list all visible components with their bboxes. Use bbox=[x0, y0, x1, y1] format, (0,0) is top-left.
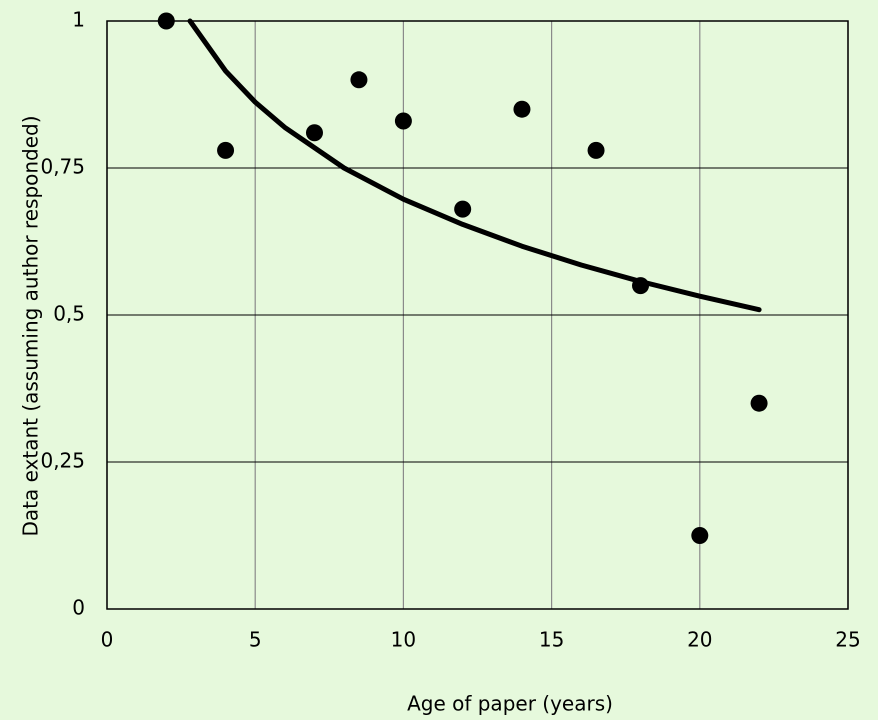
x-tick-label: 25 bbox=[835, 628, 860, 652]
data-point bbox=[157, 12, 175, 30]
x-axis-label: Age of paper (years) bbox=[407, 692, 613, 716]
x-tick-label: 5 bbox=[249, 628, 262, 652]
y-tick-label: 0,5 bbox=[53, 302, 85, 326]
data-point bbox=[454, 200, 472, 218]
y-tick-label: 0,25 bbox=[40, 449, 85, 473]
plot-frame bbox=[106, 20, 849, 610]
data-point bbox=[305, 124, 323, 142]
data-point bbox=[394, 112, 412, 130]
data-point bbox=[750, 394, 768, 412]
x-tick-label: 10 bbox=[391, 628, 416, 652]
x-tick-label: 15 bbox=[539, 628, 564, 652]
x-tick-label: 20 bbox=[687, 628, 712, 652]
data-point bbox=[691, 527, 709, 544]
y-tick-label: 0,75 bbox=[40, 155, 85, 179]
y-tick-label: 0 bbox=[72, 596, 85, 620]
y-axis-label: Data extant (assuming author responded) bbox=[19, 115, 43, 536]
data-point bbox=[587, 141, 605, 159]
data-point bbox=[350, 71, 368, 89]
data-point bbox=[217, 141, 235, 159]
x-tick-label: 0 bbox=[101, 628, 114, 652]
trend-line bbox=[187, 18, 762, 313]
y-tick-label: 1 bbox=[72, 8, 85, 32]
data-point bbox=[513, 100, 531, 118]
